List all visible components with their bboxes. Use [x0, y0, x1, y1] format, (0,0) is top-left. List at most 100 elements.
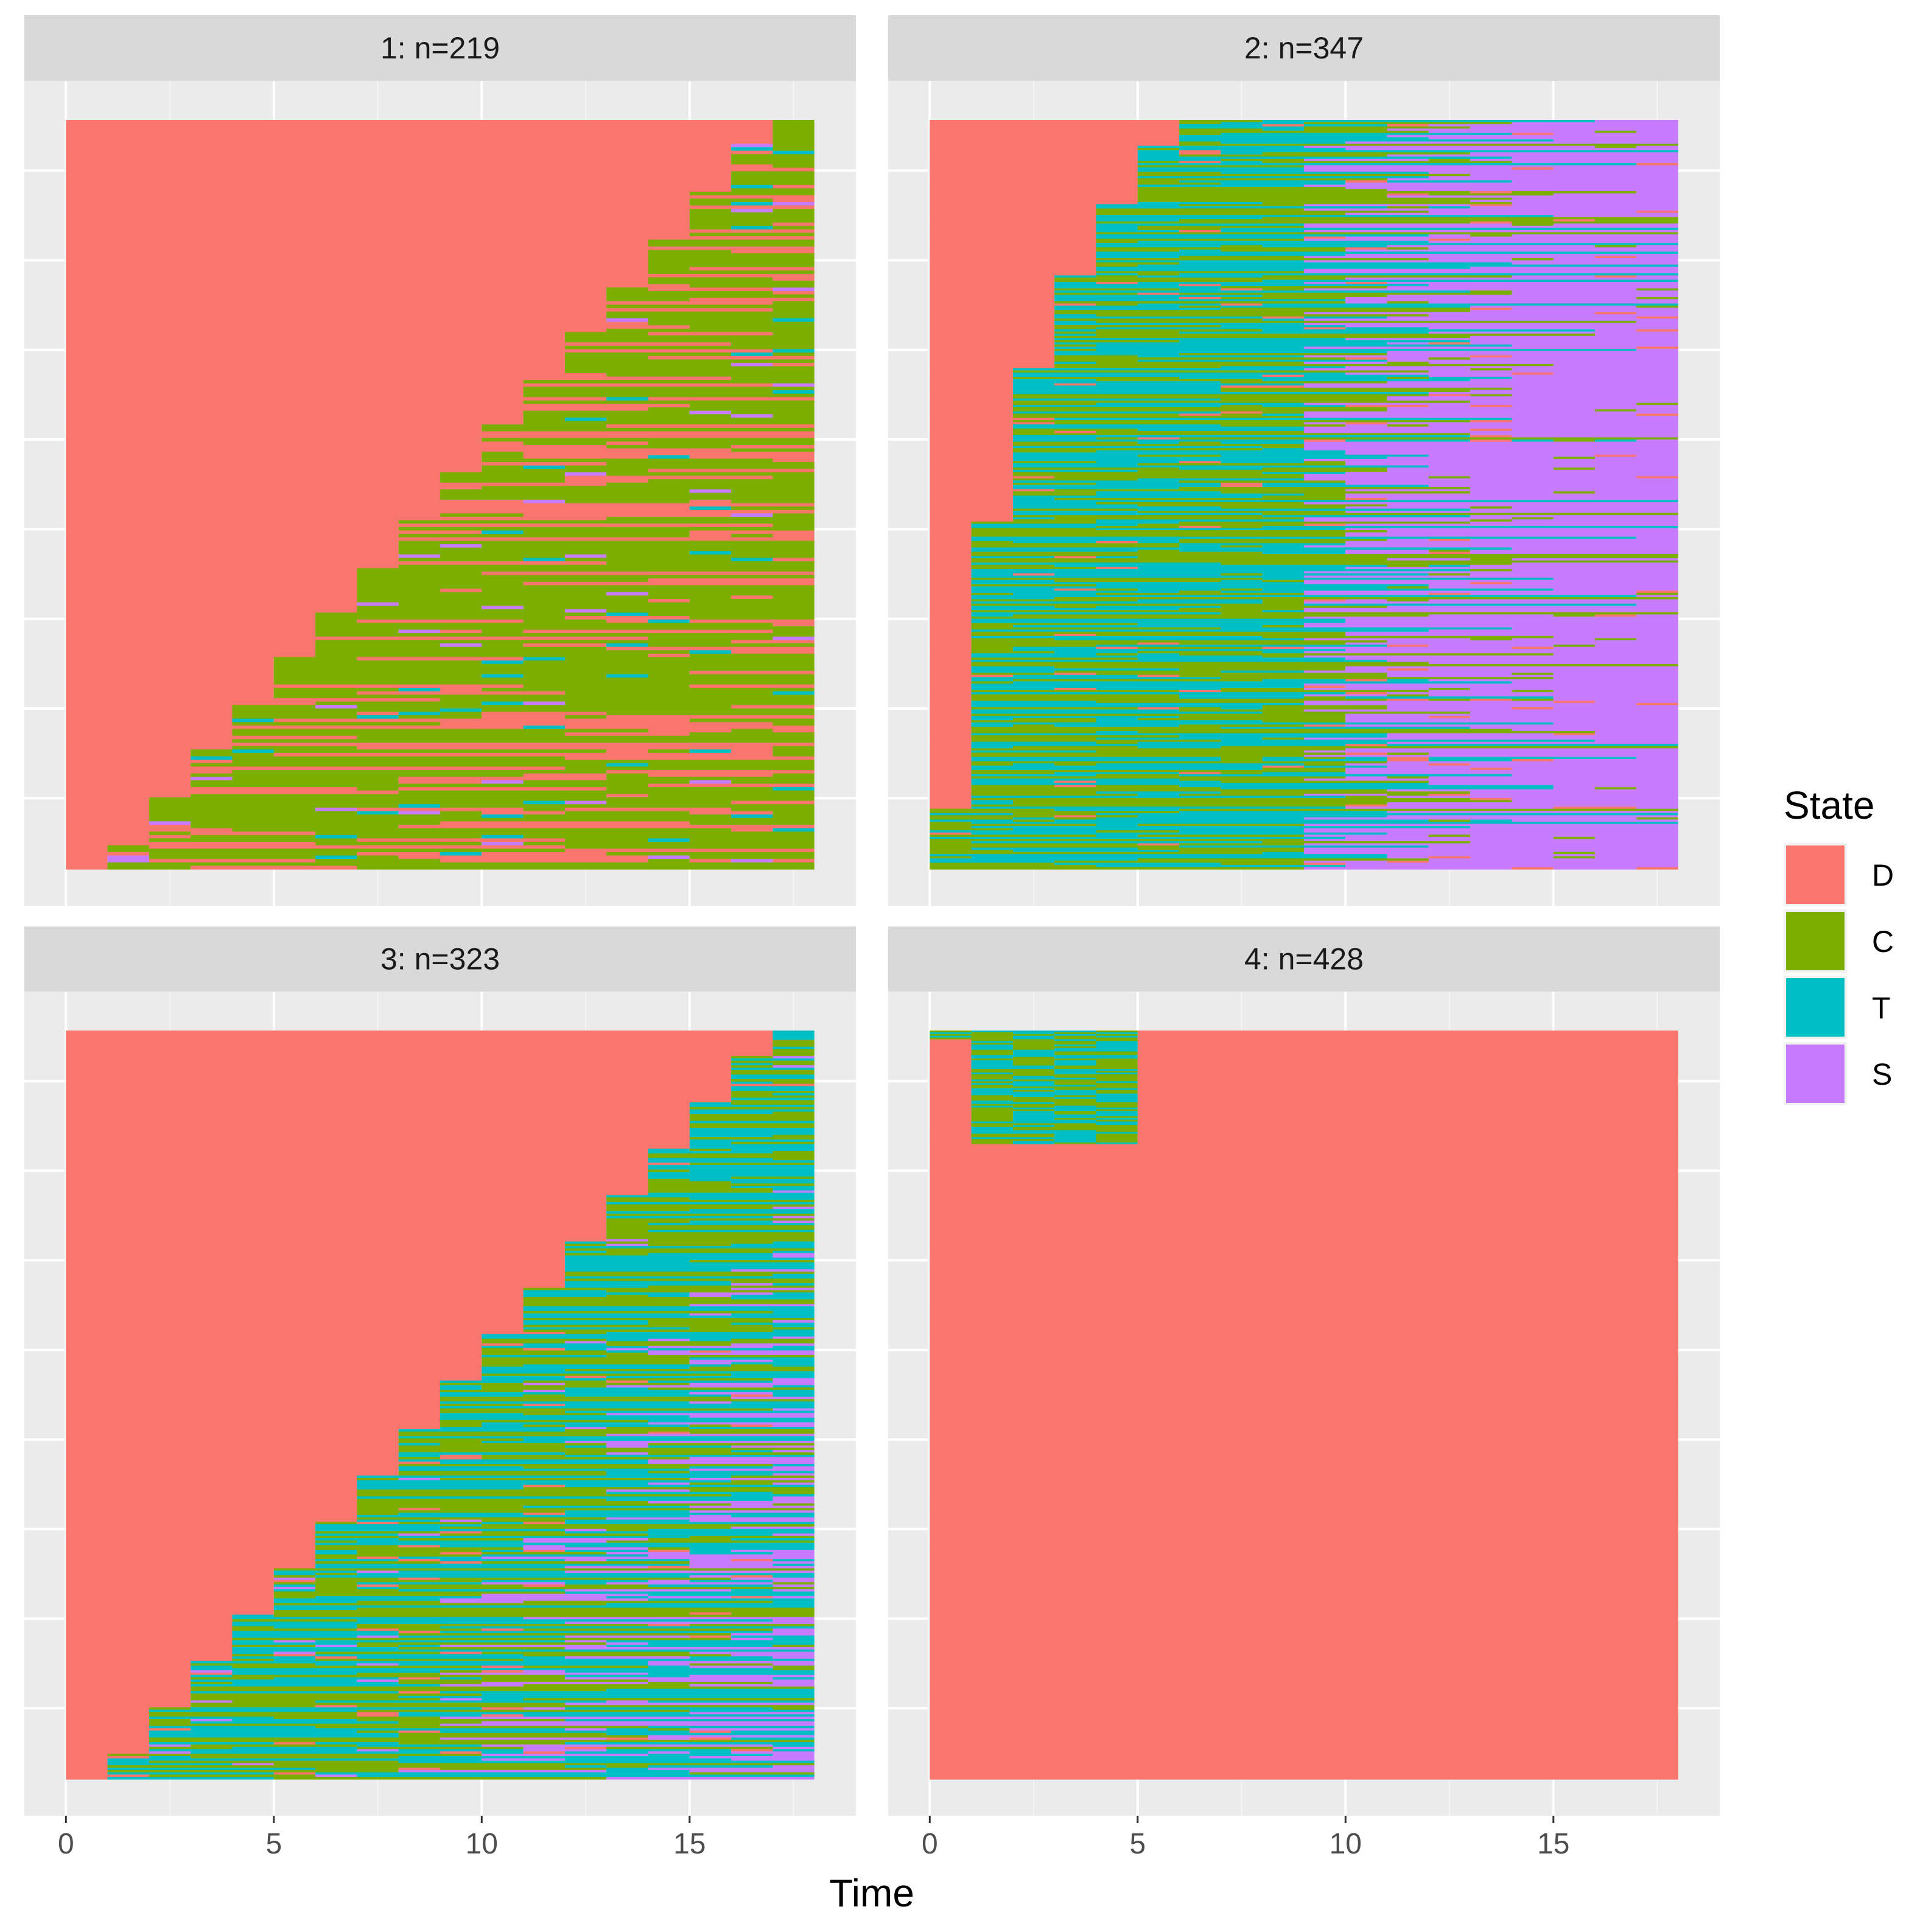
state-run-D	[930, 1161, 1678, 1164]
state-run-D	[930, 1335, 1678, 1337]
state-run-D	[930, 1541, 1678, 1544]
state-run-D	[66, 568, 357, 572]
state-run-T	[648, 1160, 815, 1163]
state-run-T	[971, 659, 1387, 663]
state-run-T	[773, 828, 815, 832]
state-run-C	[773, 773, 815, 777]
state-run-T	[1262, 482, 1346, 486]
state-run-T	[773, 1031, 815, 1034]
state-run-D	[930, 646, 972, 649]
state-run-C	[564, 1429, 815, 1432]
state-run-T	[648, 619, 690, 623]
state-run-C	[1012, 1044, 1055, 1047]
state-run-D	[1137, 1081, 1678, 1083]
state-run-D	[66, 1545, 316, 1548]
state-run-S	[564, 800, 607, 805]
state-run-T	[773, 1037, 815, 1040]
state-run-C	[606, 1197, 690, 1200]
state-run-C	[1304, 126, 1471, 129]
state-run-S	[1345, 493, 1678, 496]
state-run-C	[315, 1651, 440, 1654]
state-run-C	[482, 1524, 815, 1527]
state-run-C	[482, 458, 773, 463]
state-run-S	[1428, 858, 1678, 861]
state-run-S	[523, 1707, 565, 1710]
state-run-T	[1262, 303, 1678, 306]
state-run-D	[191, 831, 316, 836]
state-run-S	[1553, 653, 1678, 656]
state-run-D	[930, 458, 1013, 462]
state-run-T	[315, 1566, 565, 1569]
state-run-D	[66, 188, 732, 192]
state-run-S	[689, 1295, 732, 1298]
state-run-D	[930, 1282, 1678, 1285]
state-run-D	[930, 1580, 1678, 1582]
state-run-C	[606, 311, 815, 315]
state-run-D	[66, 1401, 441, 1404]
state-run-D	[1428, 394, 1471, 397]
state-run-S	[773, 383, 815, 388]
state-run-D	[930, 1488, 1678, 1491]
state-run-D	[930, 1247, 1678, 1250]
state-run-D	[66, 715, 233, 719]
state-run-D	[440, 859, 648, 863]
state-run-S	[1428, 370, 1678, 373]
state-run-D	[66, 1459, 399, 1462]
state-run-D	[1470, 435, 1512, 438]
state-run-D	[357, 852, 440, 856]
state-run-D	[930, 649, 972, 652]
state-run-S	[1636, 145, 1678, 149]
state-run-C	[1096, 750, 1304, 754]
state-run-T	[1054, 1063, 1096, 1066]
state-run-T	[689, 1547, 815, 1550]
state-run-D	[66, 814, 149, 819]
state-run-D	[930, 430, 1013, 433]
state-run-D	[930, 1062, 972, 1065]
state-run-C	[1012, 1060, 1055, 1063]
state-run-T	[1096, 349, 1637, 352]
state-run-D	[930, 1698, 1678, 1701]
state-run-C	[773, 1158, 815, 1161]
x-tick-label: 10	[1330, 1828, 1362, 1860]
state-run-T	[689, 1656, 773, 1659]
state-run-C	[1054, 357, 1346, 360]
state-run-D	[1096, 567, 1138, 570]
state-run-D	[930, 268, 1096, 271]
state-run-D	[66, 1058, 732, 1062]
state-run-C	[273, 1777, 607, 1780]
state-run-T	[1262, 318, 1304, 321]
state-run-T	[1054, 323, 1304, 326]
state-run-C	[357, 1503, 732, 1507]
state-run-C	[1304, 128, 1387, 131]
state-run-D	[930, 374, 1013, 377]
state-run-D	[66, 1417, 441, 1421]
state-run-T	[1096, 450, 1346, 453]
state-run-C	[482, 452, 524, 456]
state-run-D	[930, 1392, 1678, 1395]
state-run-T	[971, 1121, 1138, 1124]
state-run-C	[1096, 830, 1180, 833]
state-run-D	[930, 1172, 1678, 1175]
state-run-C	[1179, 793, 1304, 796]
state-run-C	[1054, 318, 1263, 321]
state-run-T	[1054, 1097, 1138, 1099]
state-run-C	[1137, 225, 1304, 228]
state-run-C	[1470, 290, 1512, 293]
state-run-S	[1428, 614, 1554, 617]
state-run-D	[1137, 1065, 1678, 1068]
state-run-C	[606, 1765, 648, 1768]
state-run-C	[731, 448, 815, 452]
state-run-T	[523, 725, 565, 730]
state-run-D	[66, 1705, 191, 1708]
state-run-C	[523, 1394, 565, 1398]
state-run-T	[523, 558, 565, 562]
state-run-D	[1512, 133, 1554, 136]
state-run-D	[1137, 1046, 1678, 1049]
state-run-D	[66, 1475, 357, 1479]
state-run-D	[66, 1661, 191, 1664]
state-run-T	[971, 796, 1346, 799]
state-run-D	[66, 1499, 357, 1502]
facet-strip-label: 1: n=219	[380, 31, 500, 65]
state-run-S	[564, 1341, 607, 1344]
state-run-C	[398, 551, 690, 555]
